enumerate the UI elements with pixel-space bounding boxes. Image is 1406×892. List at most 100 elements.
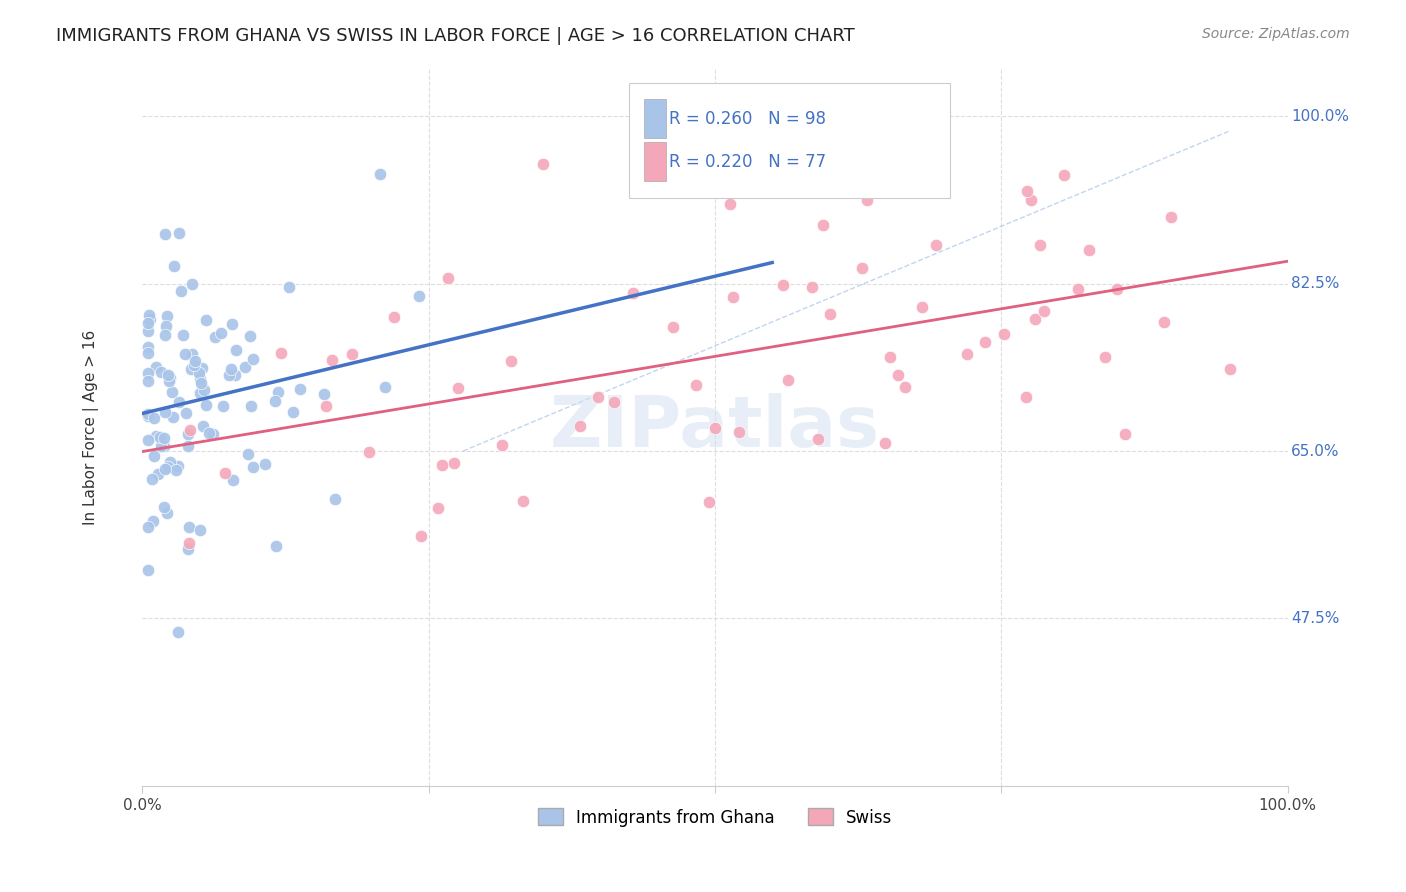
Point [214,466,236,480]
Legend: Immigrants from Ghana, Swiss: Immigrants from Ghana, Swiss [529,800,901,835]
Point [153,431,176,445]
Point [145,359,167,374]
Point [1024,312,1046,326]
Point [1078,243,1101,257]
Point [856,193,879,207]
Point [148,467,170,482]
Point [685,378,707,392]
Point [163,260,186,274]
Point [1219,362,1241,376]
FancyBboxPatch shape [644,99,665,138]
Point [157,368,180,383]
Point [139,312,162,326]
Point [174,406,197,420]
Point [136,433,159,447]
Point [894,380,917,394]
Point [153,227,176,241]
Point [1029,238,1052,252]
Point [1105,282,1128,296]
Point [1160,210,1182,224]
Point [973,334,995,349]
Point [382,310,405,325]
Point [236,447,259,461]
Point [143,449,166,463]
Point [142,411,165,425]
Point [177,536,200,550]
Point [270,345,292,359]
Text: 100.0%: 100.0% [1291,109,1348,124]
Point [179,362,201,376]
Point [807,433,830,447]
Point [1021,193,1043,207]
Point [138,308,160,322]
Point [357,445,380,459]
Text: 47.5%: 47.5% [1291,611,1340,626]
Point [723,290,745,304]
Point [264,394,287,409]
Point [153,439,176,453]
Point [278,280,301,294]
Point [177,439,200,453]
Point [239,400,262,414]
Point [162,409,184,424]
Point [956,347,979,361]
Point [176,426,198,441]
Point [374,380,396,394]
Point [368,167,391,181]
Point [242,460,264,475]
Point [340,347,363,361]
Point [160,385,183,400]
Point [728,425,751,440]
Point [499,354,522,368]
Point [136,324,159,338]
Point [136,345,159,359]
Point [1114,426,1136,441]
Point [194,312,217,326]
Point [224,368,246,382]
Text: IMMIGRANTS FROM GHANA VS SWISS IN LABOR FORCE | AGE > 16 CORRELATION CHART: IMMIGRANTS FROM GHANA VS SWISS IN LABOR … [56,27,855,45]
Point [193,383,215,397]
Point [141,472,163,486]
Point [136,374,159,388]
Point [188,523,211,537]
Point [427,500,450,515]
Point [212,399,235,413]
Point [1067,282,1090,296]
Point [430,458,453,472]
Text: ZIPatlas: ZIPatlas [550,392,880,462]
Point [409,529,432,543]
Point [155,506,177,520]
Point [188,372,211,386]
Point [602,394,624,409]
Point [225,343,247,357]
Point [136,407,159,421]
Point [1153,315,1175,329]
Point [167,395,190,409]
Point [183,358,205,372]
Text: In Labor Force | Age > 16: In Labor Force | Age > 16 [83,329,98,524]
Point [150,365,173,379]
Point [153,500,176,514]
Point [568,418,591,433]
FancyBboxPatch shape [628,83,949,198]
Point [201,426,224,441]
Point [491,438,513,452]
Point [195,399,218,413]
Point [264,539,287,553]
Point [174,347,197,361]
Point [153,462,176,476]
Point [136,340,159,354]
Point [512,493,534,508]
Point [180,347,202,361]
Point [818,307,841,321]
Point [993,326,1015,341]
Point [149,440,172,454]
Point [191,418,214,433]
Point [408,289,430,303]
Point [873,435,896,450]
Point [288,382,311,396]
Point [1053,168,1076,182]
Point [1032,304,1054,318]
Point [586,390,609,404]
Point [204,330,226,344]
